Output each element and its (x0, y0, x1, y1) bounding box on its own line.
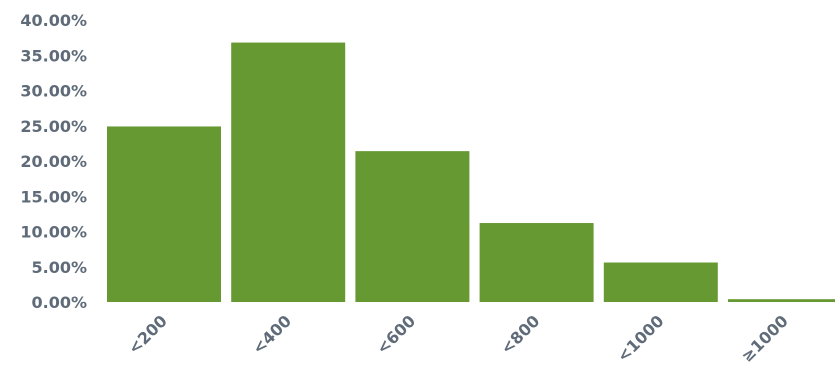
y-tick-label: 30.00% (20, 82, 87, 101)
y-tick-label: 20.00% (20, 152, 87, 171)
x-tick-label: <1000 (613, 311, 667, 365)
bar (231, 42, 346, 303)
x-tick-label: <400 (248, 311, 295, 358)
y-tick-label: 10.00% (20, 223, 87, 242)
y-tick-label: 35.00% (20, 46, 87, 65)
bar (355, 151, 470, 302)
x-tick-label: ≥1000 (737, 311, 791, 365)
x-tick-label: <600 (373, 311, 420, 358)
bar (603, 262, 718, 302)
y-tick-label: 25.00% (20, 117, 87, 136)
x-tick-label: <200 (124, 311, 171, 358)
y-axis: 0.00% 5.00% 10.00% 15.00% 20.00% 25.00% 30.00%… (20, 11, 87, 312)
y-tick-label: 5.00% (31, 258, 87, 277)
y-tick-label: 15.00% (20, 187, 87, 206)
bar (107, 126, 221, 302)
bars (107, 42, 835, 303)
bar (728, 299, 835, 302)
bar (479, 223, 594, 302)
y-tick-label: 40.00% (20, 11, 87, 30)
x-axis: <200 <400 <600 <800 <1000 ≥1000 (124, 311, 792, 365)
x-tick-label: <800 (497, 311, 544, 358)
y-tick-label: 0.00% (31, 293, 87, 312)
